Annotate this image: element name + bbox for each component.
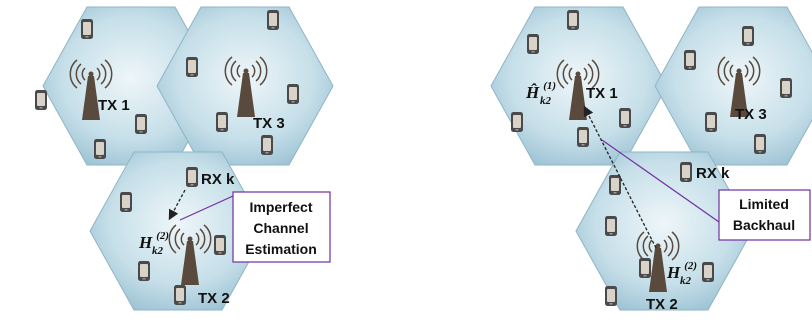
channel-symbol-base: H [666,263,681,282]
dashed-arrow-icon [168,189,186,221]
tx2-label: TX 2 [198,290,230,307]
callout-box-limited-backhaul [718,189,811,241]
channel-symbol-superscript: (2) [156,230,169,242]
channel-symbol-subscript: k2 [540,95,552,107]
callout-line-2: Channel [253,220,308,236]
channel-symbol-superscript: (2) [684,260,697,272]
callout-connector [179,195,234,221]
tx3-label: TX 3 [735,106,767,123]
callout-line-2: Backhaul [733,217,795,233]
channel-symbol-h2: H (2) k2 [666,256,701,287]
dashed-arrow-icon [583,105,657,249]
tx2-label: TX 2 [646,296,678,313]
callout-connector [601,139,720,223]
callout-line-3: Estimation [245,241,317,257]
callout-line-1: Imperfect [249,199,312,215]
channel-symbol-base: H [138,233,153,252]
rx-label: RX k [201,171,235,188]
cell-tx3-right [654,6,812,166]
channel-symbol-h2: H (2) k2 [138,226,173,257]
tx1-label: TX 1 [98,97,130,114]
channel-symbol-subscript: k2 [152,245,164,257]
tx3-label: TX 3 [253,115,285,132]
channel-symbol-superscript: (1) [543,80,556,92]
channel-symbol-subscript: k2 [680,275,692,287]
rx-label: RX k [696,165,730,182]
channel-symbol-hat-h1: Ĥ (1) k2 [525,76,560,107]
right-panel: TX 1 TX 3 TX 2 RX k Ĥ (1) k2 H (2) k2 Li… [490,6,812,313]
channel-symbol-base: Ĥ [525,83,540,102]
tx1-label: TX 1 [586,85,618,102]
callout-box-imperfect-estimation [232,191,331,263]
callout-line-1: Limited [739,196,789,212]
left-panel: TX 1 TX 3 TX 2 RX k H (2) k2 Imperfect C… [35,6,334,311]
